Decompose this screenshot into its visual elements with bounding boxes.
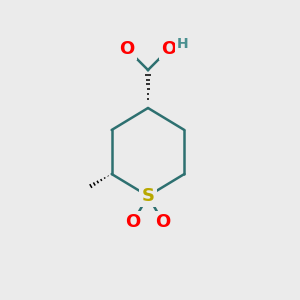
Text: O: O <box>125 213 141 231</box>
Text: S: S <box>142 187 154 205</box>
Text: O: O <box>155 213 171 231</box>
Text: O: O <box>162 40 177 58</box>
Text: O: O <box>119 40 134 58</box>
Text: H: H <box>176 37 188 51</box>
